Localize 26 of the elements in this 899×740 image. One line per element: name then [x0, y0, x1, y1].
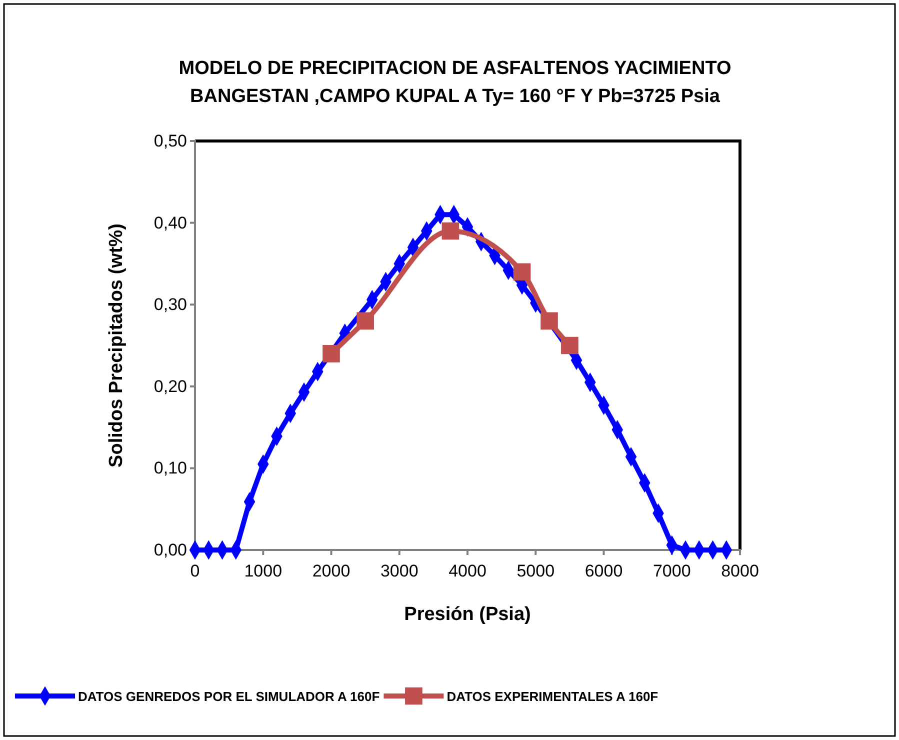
point [561, 336, 578, 354]
point [442, 222, 460, 240]
y-tick-label: 0,00 [154, 540, 187, 560]
point [513, 263, 531, 281]
y-tick-label: 0,20 [154, 376, 187, 396]
y-tick-label: 0,40 [154, 213, 187, 232]
point [322, 345, 340, 362]
chart-title: MODELO DE PRECIPITACION DE ASFALTENOS YACIMIENTO BANGESTAN ,CAMPO KUPAL A Ty= 160 °F Y Pb=3725 Psia [178, 58, 732, 107]
x-tick-label: 5000 [516, 562, 555, 581]
point [356, 312, 374, 330]
y-tick-label: 0,10 [154, 458, 187, 478]
point [540, 312, 558, 330]
x-tick-label: 0 [190, 562, 200, 581]
x-tick-label: 3000 [380, 562, 418, 581]
legend-label: DATOS GENREDOS POR EL SIMULADOR A 160F [78, 689, 380, 704]
x-tick-label: 2000 [312, 562, 350, 581]
x-tick-label: 1000 [244, 562, 282, 581]
y-axis-title: Solidos Precipitados (wt%) [106, 224, 127, 468]
y-tick-label: 0,30 [154, 295, 187, 314]
x-tick-label: 4000 [448, 562, 486, 581]
y-tick-label: 0,50 [154, 131, 187, 150]
x-tick-label: 6000 [584, 562, 623, 581]
legend-label: DATOS EXPERIMENTALES A 160F [446, 689, 658, 704]
x-tick-label: 8000 [721, 562, 759, 581]
x-tick-label: 7000 [652, 562, 691, 581]
x-axis-title: Presión (Psia) [404, 604, 531, 625]
